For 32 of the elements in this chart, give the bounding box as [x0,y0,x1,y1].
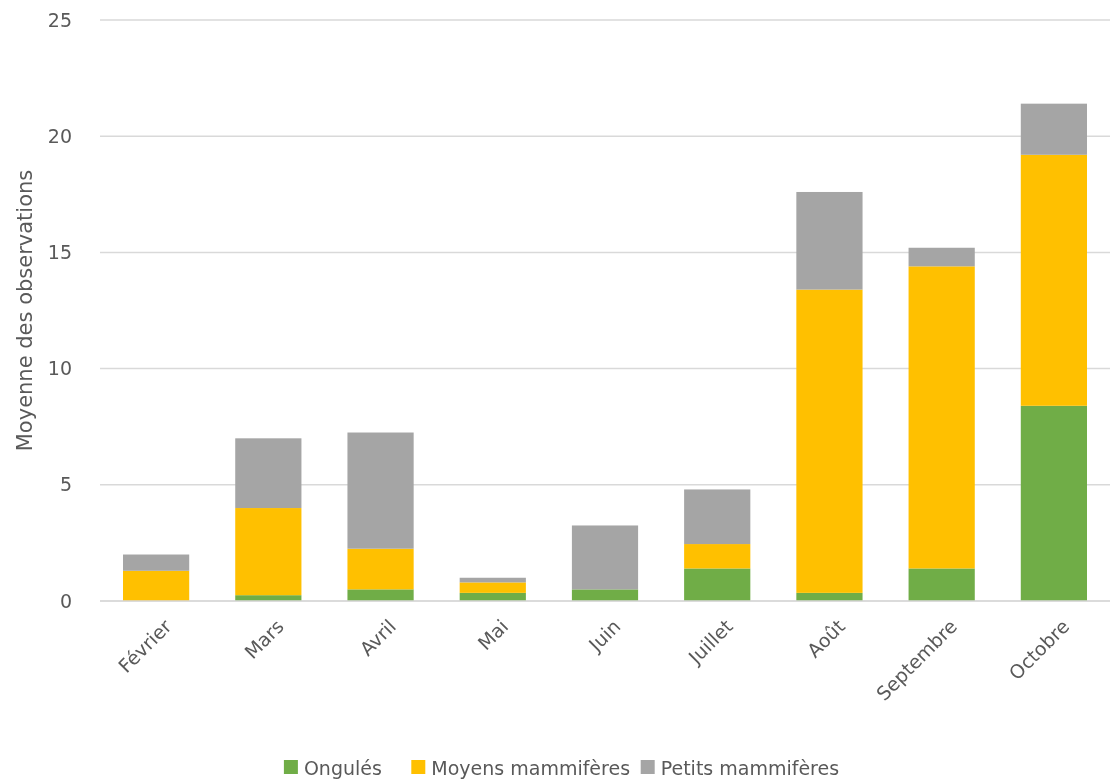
bar [459,582,526,593]
bar [123,570,190,601]
bar [796,191,863,290]
legend-label: Ongulés [303,756,382,779]
bar [347,589,414,601]
bar [571,525,639,590]
y-tick-label: 20 [47,124,72,147]
bar [571,589,639,601]
y-axis-title: Moyenne des observations [13,169,37,452]
bar [908,266,975,569]
bar [908,568,975,601]
y-tick-label: 10 [47,357,72,380]
y-tick-label: 15 [47,241,72,264]
bar [1020,154,1087,406]
bar [684,568,751,601]
legend-label: Petits mammifères [660,756,840,779]
y-tick-label: 25 [47,8,72,31]
bar [1020,405,1087,601]
x-tick-label: Mai [473,614,513,655]
bar [123,554,190,571]
bar [684,544,751,569]
bar [796,289,863,593]
bar [1020,103,1087,155]
legend-label: Moyens mammifères [431,756,631,779]
y-tick-label: 0 [59,589,72,612]
y-tick-label: 5 [59,473,72,496]
bar [684,489,751,545]
bar [908,247,975,267]
bar [347,548,414,590]
bar [347,432,414,549]
bar [235,508,302,596]
bar [235,438,302,509]
